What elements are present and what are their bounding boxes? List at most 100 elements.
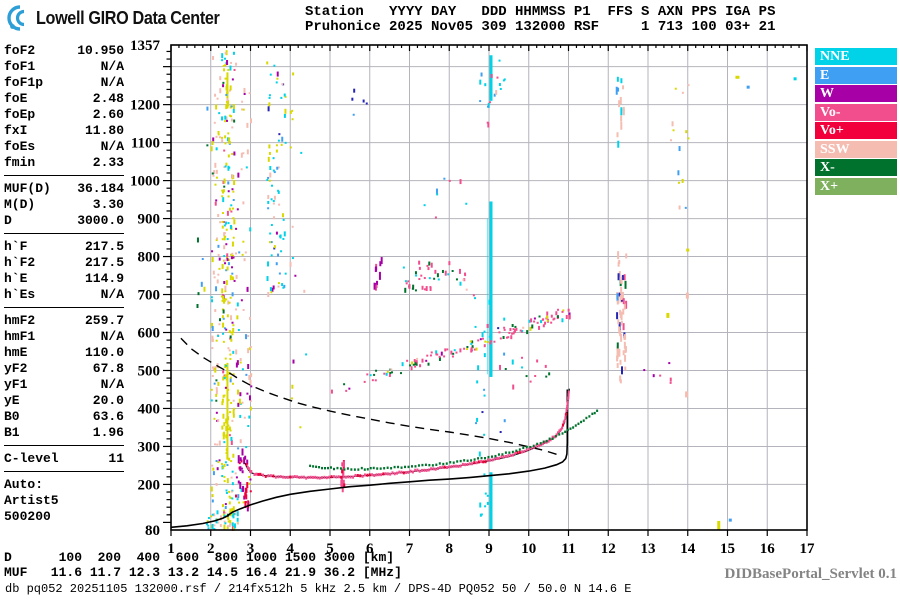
param-label: foF2	[4, 43, 36, 58]
param-row: h`F 217.5	[4, 239, 124, 255]
param-label: fmin	[4, 155, 36, 170]
param-row: yF2 67.8	[4, 361, 124, 377]
section-divider	[4, 233, 124, 234]
x-axis-tick-label: 10	[521, 541, 536, 557]
legend-item: Vo-	[815, 103, 897, 121]
param-label: M(D)	[4, 197, 36, 212]
echo-noise-dots	[196, 50, 797, 531]
x-axis-tick-label: 13	[641, 541, 656, 557]
param-row: C-level 11	[4, 451, 124, 467]
series-dots-1	[309, 409, 599, 471]
param-label: yF2	[4, 361, 28, 376]
section-divider	[4, 175, 124, 176]
param-value: 110.0	[84, 345, 124, 360]
param-row: B1 1.96	[4, 425, 124, 441]
y-axis-tick-label: 400	[138, 401, 161, 417]
param-value: 217.5	[84, 255, 124, 270]
giro-logo-icon	[7, 5, 25, 31]
y-axis-tick-label: 800	[138, 250, 161, 266]
param-row: foEs N/A	[4, 139, 124, 155]
section-divider	[4, 471, 124, 472]
x-axis-tick-label: 12	[601, 541, 616, 557]
param-row: yF1 N/A	[4, 377, 124, 393]
param-value: 63.6	[92, 409, 124, 424]
x-axis-tick-label: 6	[366, 541, 374, 557]
param-value: 67.8	[92, 361, 124, 376]
x-axis-tick-label: 17	[800, 541, 816, 557]
x-axis-tick-label: 16	[760, 541, 776, 557]
x-axis-tick-label: 15	[720, 541, 735, 557]
station-header-line1: Station YYYY DAY DDD HHMMSS P1 FFS S AXN…	[305, 4, 776, 20]
param-row: B0 63.6	[4, 409, 124, 425]
param-label: hmE	[4, 345, 28, 360]
axis-labels: 1357120011001000900800700600500400300200…	[130, 38, 815, 557]
param-row: h`E 114.9	[4, 271, 124, 287]
param-label: C-level	[4, 451, 59, 466]
x-axis-tick-label: 1	[167, 541, 175, 557]
param-value: 3000.0	[77, 213, 124, 228]
servlet-version-label: DIDBasePortal_Servlet 0.1	[724, 566, 897, 582]
parameter-panel: foF2 10.950 foF1 N/A foF1p N/A foE 2.48 foEp 2.60…	[4, 43, 124, 525]
param-label: Auto:	[4, 477, 44, 492]
series-3	[170, 389, 569, 529]
param-label: foF1	[4, 59, 36, 74]
series-dots-0	[245, 390, 570, 480]
y-axis-tick-label: 900	[138, 212, 161, 228]
param-row: M(D) 3.30	[4, 197, 124, 213]
param-label: h`F2	[4, 255, 36, 270]
legend-item: W	[815, 85, 897, 102]
param-value: N/A	[100, 377, 124, 392]
param-value: 10.950	[77, 43, 124, 58]
x-axis-tick-label: 8	[446, 541, 454, 557]
param-label: foE	[4, 91, 28, 106]
param-value: 11	[108, 451, 124, 466]
param-row: foE 2.48	[4, 91, 124, 107]
param-label: hmF1	[4, 329, 36, 344]
param-label: fxI	[4, 123, 28, 138]
station-header: Station YYYY DAY DDD HHMMSS P1 FFS S AXN…	[305, 5, 775, 35]
x-axis-tick-label: 11	[561, 541, 575, 557]
param-row: foF1 N/A	[4, 59, 124, 75]
param-label: yF1	[4, 377, 28, 392]
y-axis-tick-label: 1000	[130, 174, 160, 190]
param-row: hmF2 259.7	[4, 313, 124, 329]
param-row: Auto:	[4, 477, 124, 493]
param-label: B0	[4, 409, 20, 424]
legend-item: X+	[815, 177, 897, 195]
param-label: MUF(D)	[4, 181, 51, 196]
x-axis-tick-label: 7	[406, 541, 414, 557]
param-label: foEp	[4, 107, 36, 122]
param-row: fmin 2.33	[4, 155, 124, 171]
param-label: h`F	[4, 239, 28, 254]
param-label: B1	[4, 425, 20, 440]
param-row: hmE 110.0	[4, 345, 124, 361]
param-row: foEp 2.60	[4, 107, 124, 123]
y-axis-tick-label: 1100	[131, 136, 160, 152]
param-row: hmF1 N/A	[4, 329, 124, 345]
y-axis-tick-label: 600	[138, 326, 161, 342]
x-axis-tick-label: 5	[326, 541, 334, 557]
param-value: 114.9	[84, 271, 124, 286]
y-axis-tick-label: 80	[145, 523, 160, 539]
series-4	[180, 337, 561, 457]
measurement-descriptor: db pq052 20251105 132000.rsf / 214fx512h…	[5, 582, 632, 596]
muf-row: MUF 11.6 11.7 12.3 13.2 14.5 16.4 21.9 3…	[4, 565, 402, 580]
param-label: 500200	[4, 509, 51, 524]
param-value: 3.30	[92, 197, 124, 212]
trace-series	[170, 337, 599, 529]
param-value: 2.48	[92, 91, 124, 106]
station-header-line2: Pruhonice 2025 Nov05 309 132000 RSF 1 71…	[305, 19, 776, 35]
param-label: hmF2	[4, 313, 36, 328]
param-label: foF1p	[4, 75, 44, 90]
legend-item: E	[815, 66, 897, 84]
param-row: yE 20.0	[4, 393, 124, 409]
param-value: 11.80	[84, 123, 124, 138]
section-divider	[4, 307, 124, 308]
param-row: MUF(D) 36.184	[4, 181, 124, 197]
x-axis-tick-label: 4	[287, 541, 295, 557]
param-row: D 3000.0	[4, 213, 124, 229]
section-divider	[4, 445, 124, 446]
param-row: 500200	[4, 509, 124, 525]
legend-item: Vo+	[815, 122, 897, 139]
